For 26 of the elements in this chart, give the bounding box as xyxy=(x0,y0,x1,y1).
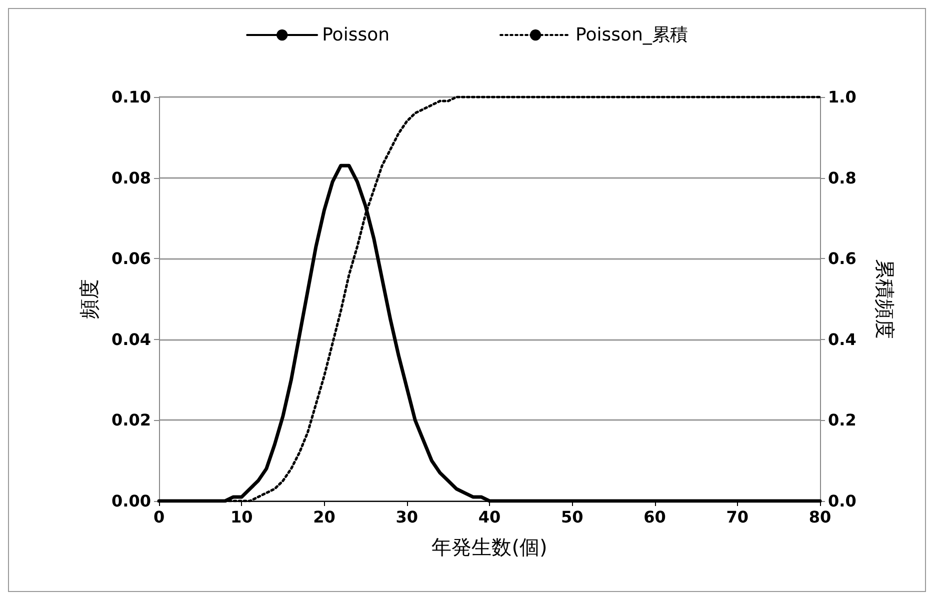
y-axis-title: 頻度 xyxy=(77,279,101,319)
x-tick-label: 60 xyxy=(644,508,666,526)
y-tick-label: 0.10 xyxy=(112,88,151,106)
y2-tick-label: 0.0 xyxy=(828,492,856,510)
y2-tick-label: 0.6 xyxy=(828,249,856,268)
x-tick-label: 20 xyxy=(313,508,336,526)
x-tick-label: 70 xyxy=(726,508,749,526)
y-tick-label: 0.02 xyxy=(112,410,151,430)
x-tick-label: 50 xyxy=(560,508,584,526)
y2-tick-label: 0.2 xyxy=(828,410,856,430)
x-tick-label: 80 xyxy=(808,508,832,526)
legend-label: Poisson xyxy=(322,24,390,46)
y2-axis-title: 累積頻度 xyxy=(873,259,897,339)
x-tick-label: 30 xyxy=(396,508,418,526)
y-tick-label: 0.06 xyxy=(112,249,151,268)
x-axis-title: 年発生数(個) xyxy=(432,535,548,559)
y2-tick-label: 1.0 xyxy=(828,88,856,106)
y-tick-label: 0.08 xyxy=(112,168,151,188)
x-tick-label: 10 xyxy=(230,508,253,526)
x-tick-label: 40 xyxy=(478,508,501,526)
y-tick-label: 0.04 xyxy=(112,330,151,349)
y2-tick-label: 0.4 xyxy=(828,330,856,349)
x-tick-label: 0 xyxy=(153,508,165,526)
y2-tick-label: 0.8 xyxy=(828,168,856,188)
legend-label: Poisson_累積 xyxy=(576,24,688,46)
y-tick-label: 0.00 xyxy=(112,492,151,510)
